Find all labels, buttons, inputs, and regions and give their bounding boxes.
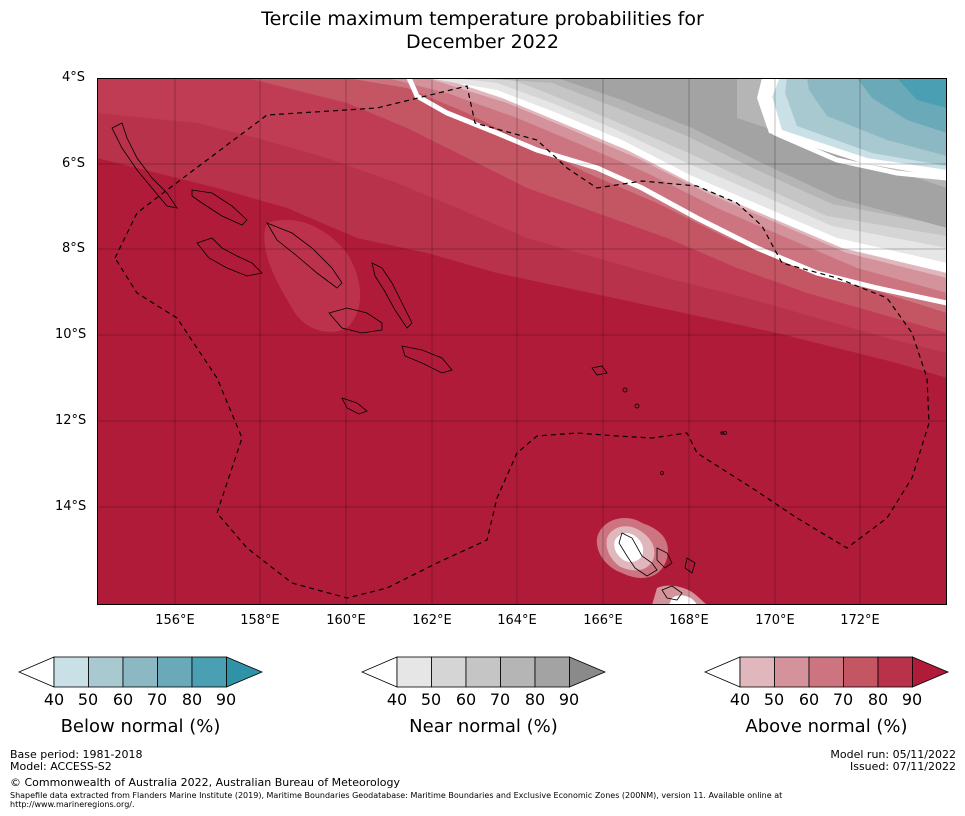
island-choiseul: [191, 189, 248, 226]
colorbar-segment: [191, 656, 227, 688]
colorbar-segment: [843, 656, 879, 688]
tick: 60: [112, 690, 134, 709]
shapefile-credit: Shapefile data extracted from Flanders M…: [10, 791, 782, 809]
lon-label-170e: 170°E: [755, 613, 795, 628]
copyright: © Commonwealth of Australia 2022, Austra…: [10, 776, 400, 789]
model-name: Model: ACCESS-S2: [10, 760, 112, 773]
lon-label-156e: 156°E: [155, 613, 195, 628]
colorbar-extend-high: [226, 656, 263, 688]
island-espiritu: [618, 532, 658, 577]
title-line-2: December 2022: [406, 31, 559, 53]
island-santa-cruz: [591, 365, 608, 376]
footer-right: Model run: 05/11/2022 Issued: 07/11/2022: [830, 749, 956, 773]
map-svg: [97, 78, 947, 605]
tick: 50: [763, 690, 785, 709]
colorbar-above: [704, 656, 949, 688]
tick: 60: [798, 690, 820, 709]
lat-label-10s: 10°S: [55, 327, 87, 342]
colorbar-segment: [500, 656, 536, 688]
shapefile-credit-line-2: http://www.marineregions.org/.: [10, 800, 135, 809]
island-makira: [401, 345, 453, 374]
lat-label-6s: 6°S: [62, 156, 86, 171]
island-small-1: [341, 397, 368, 415]
chart-title: Tercile maximum temperature probabilitie…: [0, 8, 965, 54]
region-solomon-patch: [264, 219, 361, 332]
map-frame: [97, 78, 947, 605]
island-malaita: [371, 262, 413, 329]
colorbar-segment: [157, 656, 193, 688]
lat-label-12s: 12°S: [55, 413, 87, 428]
island-bougainville: [111, 122, 178, 209]
lat-label-4s: 4°S: [62, 70, 86, 85]
lon-label-166e: 166°E: [583, 613, 623, 628]
coastlines: [111, 122, 727, 601]
colorbar-segment: [534, 656, 570, 688]
lat-label-14s: 14°S: [55, 499, 87, 514]
region-south-tail-white: [669, 595, 697, 605]
tick: 90: [215, 690, 237, 709]
tick: 60: [455, 690, 477, 709]
colorbar-segment: [396, 656, 432, 688]
colorbar-extend-low: [704, 656, 741, 688]
tick: 70: [146, 690, 168, 709]
zero-contour-line: [406, 78, 947, 306]
colorbar-below-label: Below normal (%): [60, 716, 221, 737]
issued-date: Issued: 07/11/2022: [849, 760, 956, 773]
island-santa-isabel: [266, 222, 343, 289]
tick: 70: [489, 690, 511, 709]
tick: 90: [558, 690, 580, 709]
island-guadalcanal: [328, 307, 383, 334]
lon-label-164e: 164°E: [497, 613, 537, 628]
colorbar-segment: [88, 656, 124, 688]
lon-label-162e: 162°E: [412, 613, 452, 628]
base-period: Base period: 1981-2018: [10, 748, 143, 761]
shapefile-credit-line-1: Shapefile data extracted from Flanders M…: [10, 791, 783, 800]
colorbar-segment: [808, 656, 844, 688]
tick: 50: [420, 690, 442, 709]
island-small-2: [684, 557, 696, 574]
colorbar-extend-high: [569, 656, 606, 688]
tick: 90: [901, 690, 923, 709]
island-new-georgia: [196, 237, 263, 277]
tick: 50: [77, 690, 99, 709]
model-run: Model run: 05/11/2022: [830, 748, 956, 761]
colorbar-near-label: Near normal (%): [409, 716, 558, 737]
lat-label-8s: 8°S: [62, 241, 86, 256]
tick: 40: [43, 690, 65, 709]
tick: 70: [832, 690, 854, 709]
eez-boundary-solomon: [114, 85, 930, 599]
island-efate: [661, 585, 683, 601]
region-below-80: [897, 78, 947, 108]
colorbar-below: [18, 656, 263, 688]
colorbar-near: [361, 656, 606, 688]
colorbar-segment: [465, 656, 501, 688]
graticule: [97, 78, 947, 605]
tick: 40: [386, 690, 408, 709]
zero-contour-line-below: [766, 78, 947, 181]
title-line-1: Tercile maximum temperature probabilitie…: [261, 8, 704, 30]
tick: 40: [729, 690, 751, 709]
colorbar-extend-low: [18, 656, 55, 688]
tick: 80: [867, 690, 889, 709]
colorbar-segment: [774, 656, 810, 688]
tick: 80: [524, 690, 546, 709]
lon-label-172e: 172°E: [840, 613, 880, 628]
tick: 80: [181, 690, 203, 709]
lon-label-160e: 160°E: [326, 613, 366, 628]
region-south-islands-white: [614, 533, 644, 562]
footer-left: Base period: 1981-2018 Model: ACCESS-S2: [10, 749, 142, 773]
region-near-80: [492, 78, 947, 228]
colorbar-extend-low: [361, 656, 398, 688]
colorbar-above-label: Above normal (%): [745, 716, 908, 737]
probability-map: [97, 78, 947, 605]
lon-label-168e: 168°E: [669, 613, 709, 628]
lon-label-158e: 158°E: [240, 613, 280, 628]
colorbar-segment: [122, 656, 158, 688]
colorbar-extend-high: [912, 656, 949, 688]
colorbar-segment: [739, 656, 775, 688]
island-malekula: [656, 547, 673, 569]
colorbar-segment: [53, 656, 89, 688]
colorbar-segment: [877, 656, 913, 688]
colorbar-segment: [431, 656, 467, 688]
